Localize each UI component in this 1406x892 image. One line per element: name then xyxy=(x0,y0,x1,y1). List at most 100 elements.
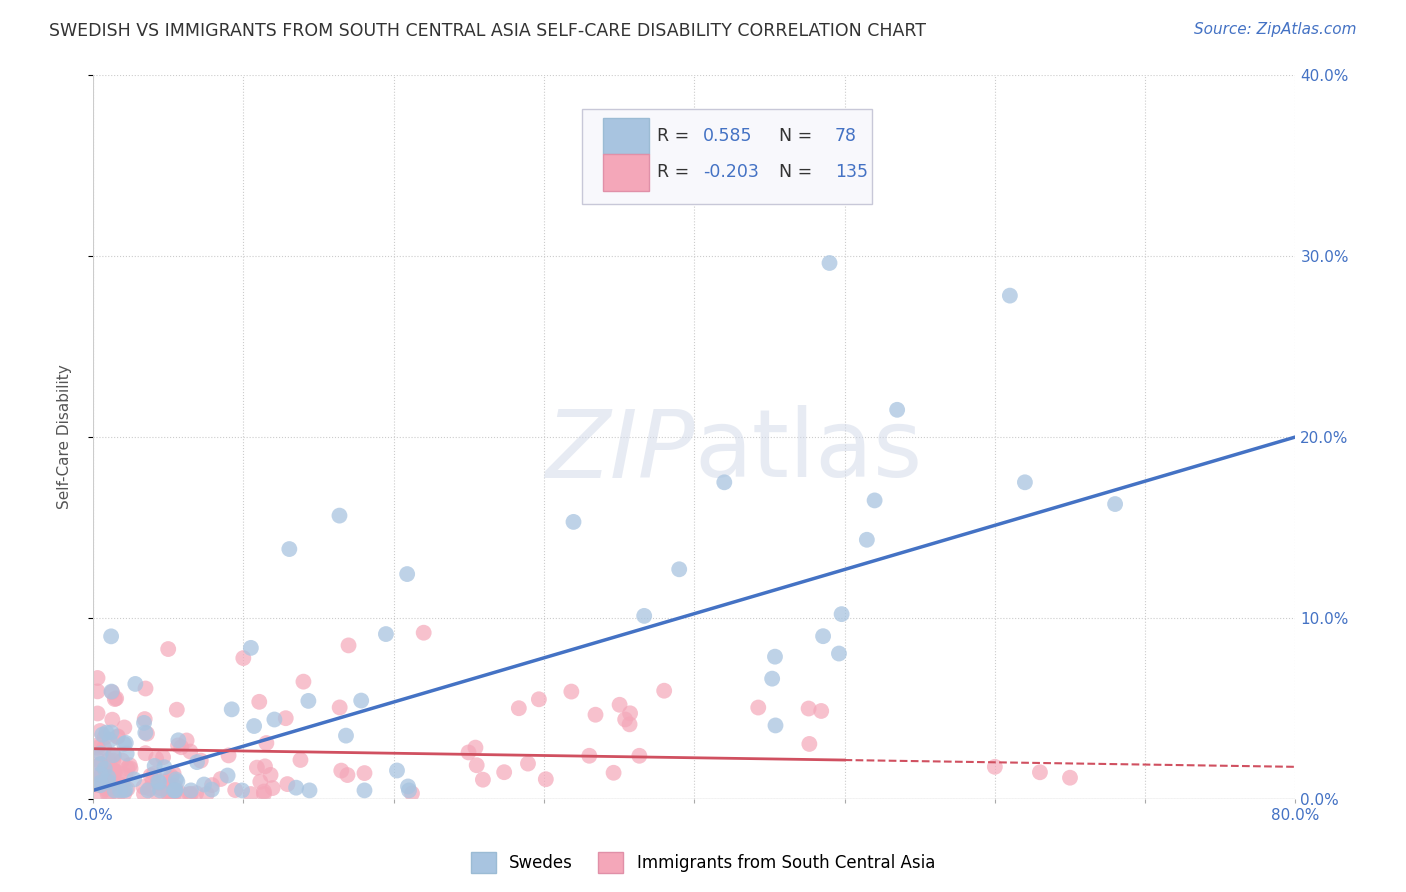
Point xyxy=(828,647,851,661)
Point xyxy=(160,769,183,783)
Point xyxy=(103,764,125,778)
Point xyxy=(134,712,156,726)
Point xyxy=(117,761,139,775)
Point xyxy=(142,773,165,788)
Point xyxy=(1029,765,1052,780)
Point xyxy=(350,693,373,707)
Point xyxy=(157,778,180,792)
Point xyxy=(86,740,108,755)
Point xyxy=(180,787,202,801)
Text: R =: R = xyxy=(657,128,700,145)
Point xyxy=(101,748,124,763)
Point xyxy=(90,769,112,783)
Point xyxy=(232,651,254,665)
FancyBboxPatch shape xyxy=(582,109,872,203)
Text: 135: 135 xyxy=(835,163,868,181)
Point xyxy=(143,759,166,773)
Point xyxy=(132,780,155,794)
Point xyxy=(534,772,557,787)
Point xyxy=(104,764,127,779)
Point xyxy=(190,754,212,768)
Point xyxy=(602,765,624,780)
Point xyxy=(132,715,155,730)
Point xyxy=(179,744,201,758)
Point xyxy=(108,777,131,791)
Point xyxy=(107,730,129,744)
Point xyxy=(134,681,156,696)
Point xyxy=(103,783,125,797)
Point xyxy=(142,767,165,781)
FancyBboxPatch shape xyxy=(603,118,648,154)
Text: 0.585: 0.585 xyxy=(703,128,752,145)
Point xyxy=(114,768,136,782)
Text: atlas: atlas xyxy=(695,406,922,498)
Point xyxy=(201,778,224,792)
Point xyxy=(86,753,108,767)
Point xyxy=(285,780,308,795)
Point xyxy=(157,642,180,657)
Point xyxy=(396,780,419,794)
Point xyxy=(160,772,183,786)
Point xyxy=(165,783,187,797)
Point xyxy=(810,704,832,718)
Point xyxy=(517,756,540,771)
Point xyxy=(112,787,135,801)
Point xyxy=(152,750,174,764)
Point xyxy=(747,700,769,714)
Point xyxy=(262,780,284,795)
Point xyxy=(163,787,186,801)
Point xyxy=(412,625,434,640)
Point xyxy=(115,747,138,761)
Point xyxy=(353,783,375,797)
Point xyxy=(508,701,530,715)
Point xyxy=(163,780,186,794)
Point xyxy=(134,725,156,739)
Point xyxy=(761,672,783,686)
Point xyxy=(170,740,193,755)
Point xyxy=(86,684,108,698)
Point xyxy=(94,731,117,745)
Point xyxy=(148,775,170,789)
Point xyxy=(94,762,117,776)
Point xyxy=(290,753,312,767)
Point xyxy=(149,781,172,796)
Point xyxy=(105,691,128,706)
Point xyxy=(107,787,129,801)
Point xyxy=(97,774,120,789)
Point xyxy=(330,764,353,778)
Text: N =: N = xyxy=(768,128,817,145)
Point xyxy=(96,725,118,739)
Point xyxy=(195,787,218,801)
Point xyxy=(292,674,315,689)
Point xyxy=(765,718,787,732)
Point xyxy=(457,746,479,760)
Point xyxy=(246,761,269,775)
Point xyxy=(614,713,637,727)
Point xyxy=(136,783,159,797)
Point xyxy=(239,787,262,801)
Point xyxy=(328,508,350,523)
Legend: Swedes, Immigrants from South Central Asia: Swedes, Immigrants from South Central As… xyxy=(464,846,942,880)
Point xyxy=(578,748,600,763)
Point xyxy=(560,684,582,698)
Point xyxy=(176,733,198,747)
Point xyxy=(243,719,266,733)
Point xyxy=(111,775,134,789)
Point xyxy=(886,402,908,417)
Point xyxy=(112,783,135,797)
Text: SWEDISH VS IMMIGRANTS FROM SOUTH CENTRAL ASIA SELF-CARE DISABILITY CORRELATION C: SWEDISH VS IMMIGRANTS FROM SOUTH CENTRAL… xyxy=(49,22,927,40)
Point xyxy=(86,738,108,752)
Point xyxy=(101,685,124,699)
Text: R =: R = xyxy=(657,163,700,181)
Point xyxy=(633,608,655,623)
Point xyxy=(221,702,243,716)
Point xyxy=(89,768,111,782)
Point xyxy=(465,758,488,772)
Point xyxy=(186,755,208,769)
Point xyxy=(159,787,181,801)
Point xyxy=(799,737,821,751)
Point xyxy=(374,627,396,641)
Point xyxy=(152,774,174,789)
Point xyxy=(89,757,111,772)
Point xyxy=(811,629,834,643)
